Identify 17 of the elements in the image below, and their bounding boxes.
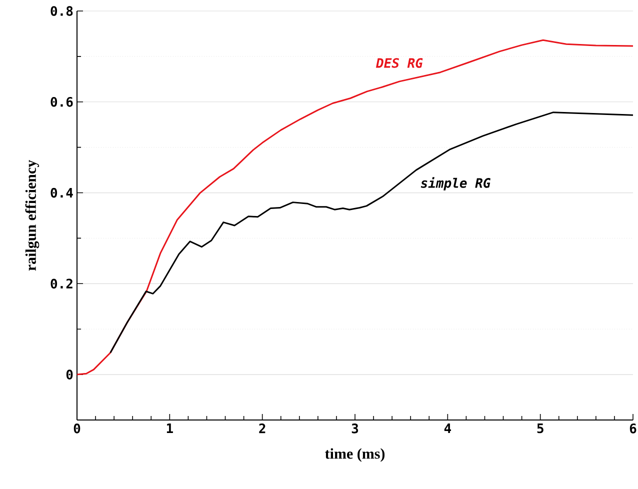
x-tick-label: 5 [537,424,544,434]
x-tick-label: 6 [630,424,636,434]
y-tick-label: 0.8 [50,6,73,16]
series-label: simple RG [420,177,490,190]
y-tick-label: 0.2 [50,278,72,289]
series-label: DES RG [376,58,423,68]
y-tick-label: 0 [66,370,73,380]
x-tick-label: 1 [166,424,173,433]
x-axis-title: time (ms) [325,448,385,462]
x-tick-label: 0 [74,424,80,434]
x-tick-label: 4 [444,424,451,433]
y-tick-label: 0.6 [50,96,73,107]
x-tick-label: 2 [259,424,266,434]
y-tick-label: 0.4 [50,188,73,198]
x-tick-label: 3 [352,424,358,434]
y-axis-title: railgun efficiency [25,160,40,271]
line-series [110,112,634,354]
